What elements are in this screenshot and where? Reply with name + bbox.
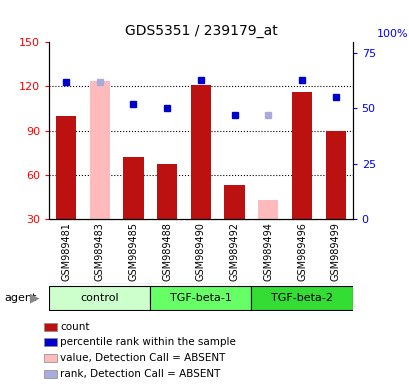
Bar <box>157 164 177 219</box>
Bar <box>44 323 57 331</box>
Text: TGF-beta-1: TGF-beta-1 <box>170 293 231 303</box>
Title: GDS5351 / 239179_at: GDS5351 / 239179_at <box>124 25 276 38</box>
Text: GSM989483: GSM989483 <box>94 222 105 281</box>
Bar <box>44 354 57 362</box>
Text: GSM989496: GSM989496 <box>296 222 306 281</box>
Text: count: count <box>60 322 89 332</box>
Text: value, Detection Call = ABSENT: value, Detection Call = ABSENT <box>60 353 225 363</box>
Bar <box>44 370 57 377</box>
FancyBboxPatch shape <box>150 286 251 310</box>
Bar <box>258 200 278 219</box>
Text: GSM989490: GSM989490 <box>196 222 205 281</box>
Text: GSM989488: GSM989488 <box>162 222 172 281</box>
Bar <box>224 185 244 219</box>
Text: agent: agent <box>4 293 36 303</box>
Bar <box>123 157 143 219</box>
FancyBboxPatch shape <box>49 286 150 310</box>
FancyBboxPatch shape <box>251 286 352 310</box>
Bar <box>325 131 345 219</box>
Bar <box>90 81 110 219</box>
Text: 100%: 100% <box>376 29 407 39</box>
Bar <box>291 92 311 219</box>
Text: GSM989492: GSM989492 <box>229 222 239 281</box>
Text: ▶: ▶ <box>29 291 39 304</box>
Text: rank, Detection Call = ABSENT: rank, Detection Call = ABSENT <box>60 369 220 379</box>
Text: control: control <box>80 293 119 303</box>
Text: GSM989481: GSM989481 <box>61 222 71 281</box>
Text: GSM989485: GSM989485 <box>128 222 138 281</box>
Bar <box>190 85 211 219</box>
Bar <box>44 338 57 346</box>
Text: GSM989499: GSM989499 <box>330 222 340 281</box>
Text: percentile rank within the sample: percentile rank within the sample <box>60 337 235 347</box>
Text: GSM989494: GSM989494 <box>263 222 273 281</box>
Bar <box>56 116 76 219</box>
Text: TGF-beta-2: TGF-beta-2 <box>270 293 332 303</box>
